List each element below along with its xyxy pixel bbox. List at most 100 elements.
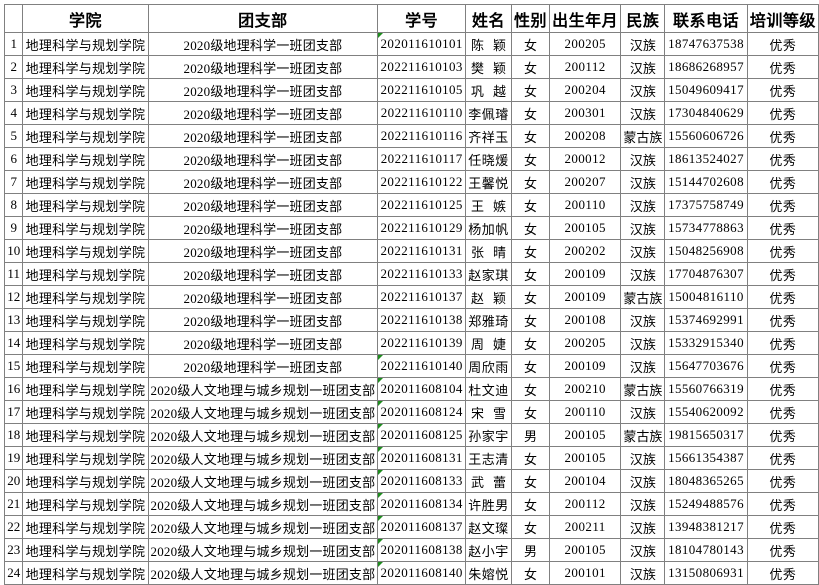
cell-level[interactable]: 优秀 bbox=[746, 124, 819, 148]
cell-college[interactable]: 地理科学与规划学院 bbox=[22, 377, 149, 401]
cell-birthdate[interactable]: 200110 bbox=[549, 193, 622, 217]
cell-phone[interactable]: 15540620092 bbox=[664, 400, 748, 424]
cell-birthdate[interactable]: 200204 bbox=[549, 78, 622, 102]
cell-college[interactable]: 地理科学与规划学院 bbox=[22, 216, 149, 240]
cell-gender[interactable]: 女 bbox=[510, 285, 551, 309]
row-index[interactable]: 7 bbox=[3, 170, 24, 194]
row-index[interactable]: 17 bbox=[3, 400, 24, 424]
cell-name[interactable]: 朱嫆悦 bbox=[465, 561, 512, 585]
table-row[interactable]: 3 地理科学与规划学院 2020级地理科学一班团支部 202211610105 巩越女 2… bbox=[3, 78, 819, 102]
cell-ethnicity[interactable]: 蒙古族 bbox=[620, 285, 666, 309]
cell-phone[interactable]: 18048365265 bbox=[664, 469, 748, 493]
row-index[interactable]: 11 bbox=[3, 262, 24, 286]
cell-branch[interactable]: 2020级地理科学一班团支部 bbox=[147, 239, 379, 263]
cell-birthdate[interactable]: 200109 bbox=[549, 354, 622, 378]
cell-gender[interactable]: 女 bbox=[510, 170, 551, 194]
table-row[interactable]: 9 地理科学与规划学院 2020级地理科学一班团支部 202211610129 杨加帆女… bbox=[3, 216, 819, 240]
cell-student-id[interactable]: 202211610138 bbox=[377, 308, 467, 332]
cell-ethnicity[interactable]: 汉族 bbox=[620, 469, 666, 493]
table-row[interactable]: 19 地理科学与规划学院 2020级人文地理与城乡规划一班团支部 2020116081… bbox=[3, 446, 819, 470]
cell-college[interactable]: 地理科学与规划学院 bbox=[22, 124, 149, 148]
row-index[interactable]: 21 bbox=[3, 492, 24, 516]
cell-college[interactable]: 地理科学与规划学院 bbox=[22, 147, 149, 171]
row-index[interactable]: 8 bbox=[3, 193, 24, 217]
row-index[interactable]: 14 bbox=[3, 331, 24, 355]
row-index[interactable]: 24 bbox=[3, 561, 24, 585]
cell-branch[interactable]: 2020级人文地理与城乡规划一班团支部 bbox=[147, 377, 379, 401]
cell-name[interactable]: 王嫉 bbox=[465, 193, 512, 217]
cell-ethnicity[interactable]: 汉族 bbox=[620, 239, 666, 263]
cell-gender[interactable]: 女 bbox=[510, 32, 551, 56]
table-row[interactable]: 1 地理科学与规划学院 2020级地理科学一班团支部 202011610101 陈颖女 2… bbox=[3, 32, 819, 56]
cell-branch[interactable]: 2020级人文地理与城乡规划一班团支部 bbox=[147, 469, 379, 493]
cell-name[interactable]: 宋雪 bbox=[465, 400, 512, 424]
cell-name[interactable]: 陈颖 bbox=[465, 32, 512, 56]
cell-student-id[interactable]: 202011608137 bbox=[377, 515, 467, 539]
cell-gender[interactable]: 女 bbox=[510, 400, 551, 424]
cell-birthdate[interactable]: 200105 bbox=[549, 446, 622, 470]
cell-level[interactable]: 优秀 bbox=[746, 239, 819, 263]
cell-college[interactable]: 地理科学与规划学院 bbox=[22, 285, 149, 309]
cell-gender[interactable]: 女 bbox=[510, 78, 551, 102]
cell-gender[interactable]: 女 bbox=[510, 308, 551, 332]
cell-birthdate[interactable]: 200105 bbox=[549, 423, 622, 447]
cell-branch[interactable]: 2020级人文地理与城乡规划一班团支部 bbox=[147, 515, 379, 539]
cell-level[interactable]: 优秀 bbox=[746, 78, 819, 102]
cell-name[interactable]: 赵家琪 bbox=[465, 262, 512, 286]
cell-ethnicity[interactable]: 汉族 bbox=[620, 515, 666, 539]
cell-student-id[interactable]: 202011608138 bbox=[377, 538, 467, 562]
cell-phone[interactable]: 15374692991 bbox=[664, 308, 748, 332]
cell-student-id[interactable]: 202211610110 bbox=[377, 101, 467, 125]
row-index[interactable]: 3 bbox=[3, 78, 24, 102]
cell-phone[interactable]: 13150806931 bbox=[664, 561, 748, 585]
cell-college[interactable]: 地理科学与规划学院 bbox=[22, 262, 149, 286]
cell-name[interactable]: 李佩璿 bbox=[465, 101, 512, 125]
cell-gender[interactable]: 女 bbox=[510, 193, 551, 217]
cell-college[interactable]: 地理科学与规划学院 bbox=[22, 492, 149, 516]
cell-branch[interactable]: 2020级地理科学一班团支部 bbox=[147, 55, 379, 79]
row-index[interactable]: 13 bbox=[3, 308, 24, 332]
cell-birthdate[interactable]: 200105 bbox=[549, 216, 622, 240]
table-row[interactable]: 4 地理科学与规划学院 2020级地理科学一班团支部 202211610110 李佩璿女… bbox=[3, 101, 819, 125]
cell-phone[interactable]: 15048256908 bbox=[664, 239, 748, 263]
cell-ethnicity[interactable]: 汉族 bbox=[620, 538, 666, 562]
table-row[interactable]: 14 地理科学与规划学院 2020级地理科学一班团支部 202211610139 周婕女… bbox=[3, 331, 819, 355]
table-row[interactable]: 7 地理科学与规划学院 2020级地理科学一班团支部 202211610122 王馨悦女… bbox=[3, 170, 819, 194]
cell-student-id[interactable]: 202011608140 bbox=[377, 561, 467, 585]
cell-level[interactable]: 优秀 bbox=[746, 170, 819, 194]
row-index[interactable]: 12 bbox=[3, 285, 24, 309]
table-row[interactable]: 11 地理科学与规划学院 2020级地理科学一班团支部 202211610133 赵家琪… bbox=[3, 262, 819, 286]
cell-college[interactable]: 地理科学与规划学院 bbox=[22, 469, 149, 493]
cell-gender[interactable]: 女 bbox=[510, 101, 551, 125]
cell-student-id[interactable]: 202011608124 bbox=[377, 400, 467, 424]
cell-name[interactable]: 孙家宇 bbox=[465, 423, 512, 447]
cell-ethnicity[interactable]: 汉族 bbox=[620, 561, 666, 585]
cell-ethnicity[interactable]: 汉族 bbox=[620, 400, 666, 424]
cell-ethnicity[interactable]: 汉族 bbox=[620, 170, 666, 194]
cell-level[interactable]: 优秀 bbox=[746, 147, 819, 171]
cell-student-id[interactable]: 202211610105 bbox=[377, 78, 467, 102]
cell-phone[interactable]: 18686268957 bbox=[664, 55, 748, 79]
cell-student-id[interactable]: 202211610131 bbox=[377, 239, 467, 263]
cell-student-id[interactable]: 202211610103 bbox=[377, 55, 467, 79]
cell-name[interactable]: 郑雅琦 bbox=[465, 308, 512, 332]
cell-level[interactable]: 优秀 bbox=[746, 446, 819, 470]
cell-level[interactable]: 优秀 bbox=[746, 331, 819, 355]
cell-ethnicity[interactable]: 蒙古族 bbox=[620, 377, 666, 401]
cell-student-id[interactable]: 202211610125 bbox=[377, 193, 467, 217]
cell-college[interactable]: 地理科学与规划学院 bbox=[22, 331, 149, 355]
cell-birthdate[interactable]: 200101 bbox=[549, 561, 622, 585]
table-row[interactable]: 21 地理科学与规划学院 2020级人文地理与城乡规划一班团支部 2020116081… bbox=[3, 492, 819, 516]
cell-phone[interactable]: 18104780143 bbox=[664, 538, 748, 562]
cell-branch[interactable]: 2020级地理科学一班团支部 bbox=[147, 147, 379, 171]
table-row[interactable]: 8 地理科学与规划学院 2020级地理科学一班团支部 202211610125 王嫉女 2… bbox=[3, 193, 819, 217]
cell-gender[interactable]: 女 bbox=[510, 124, 551, 148]
cell-college[interactable]: 地理科学与规划学院 bbox=[22, 193, 149, 217]
cell-branch[interactable]: 2020级地理科学一班团支部 bbox=[147, 262, 379, 286]
cell-branch[interactable]: 2020级人文地理与城乡规划一班团支部 bbox=[147, 423, 379, 447]
cell-phone[interactable]: 15734778863 bbox=[664, 216, 748, 240]
cell-name[interactable]: 赵文璨 bbox=[465, 515, 512, 539]
cell-phone[interactable]: 15004816110 bbox=[664, 285, 748, 309]
cell-ethnicity[interactable]: 汉族 bbox=[620, 216, 666, 240]
cell-college[interactable]: 地理科学与规划学院 bbox=[22, 239, 149, 263]
